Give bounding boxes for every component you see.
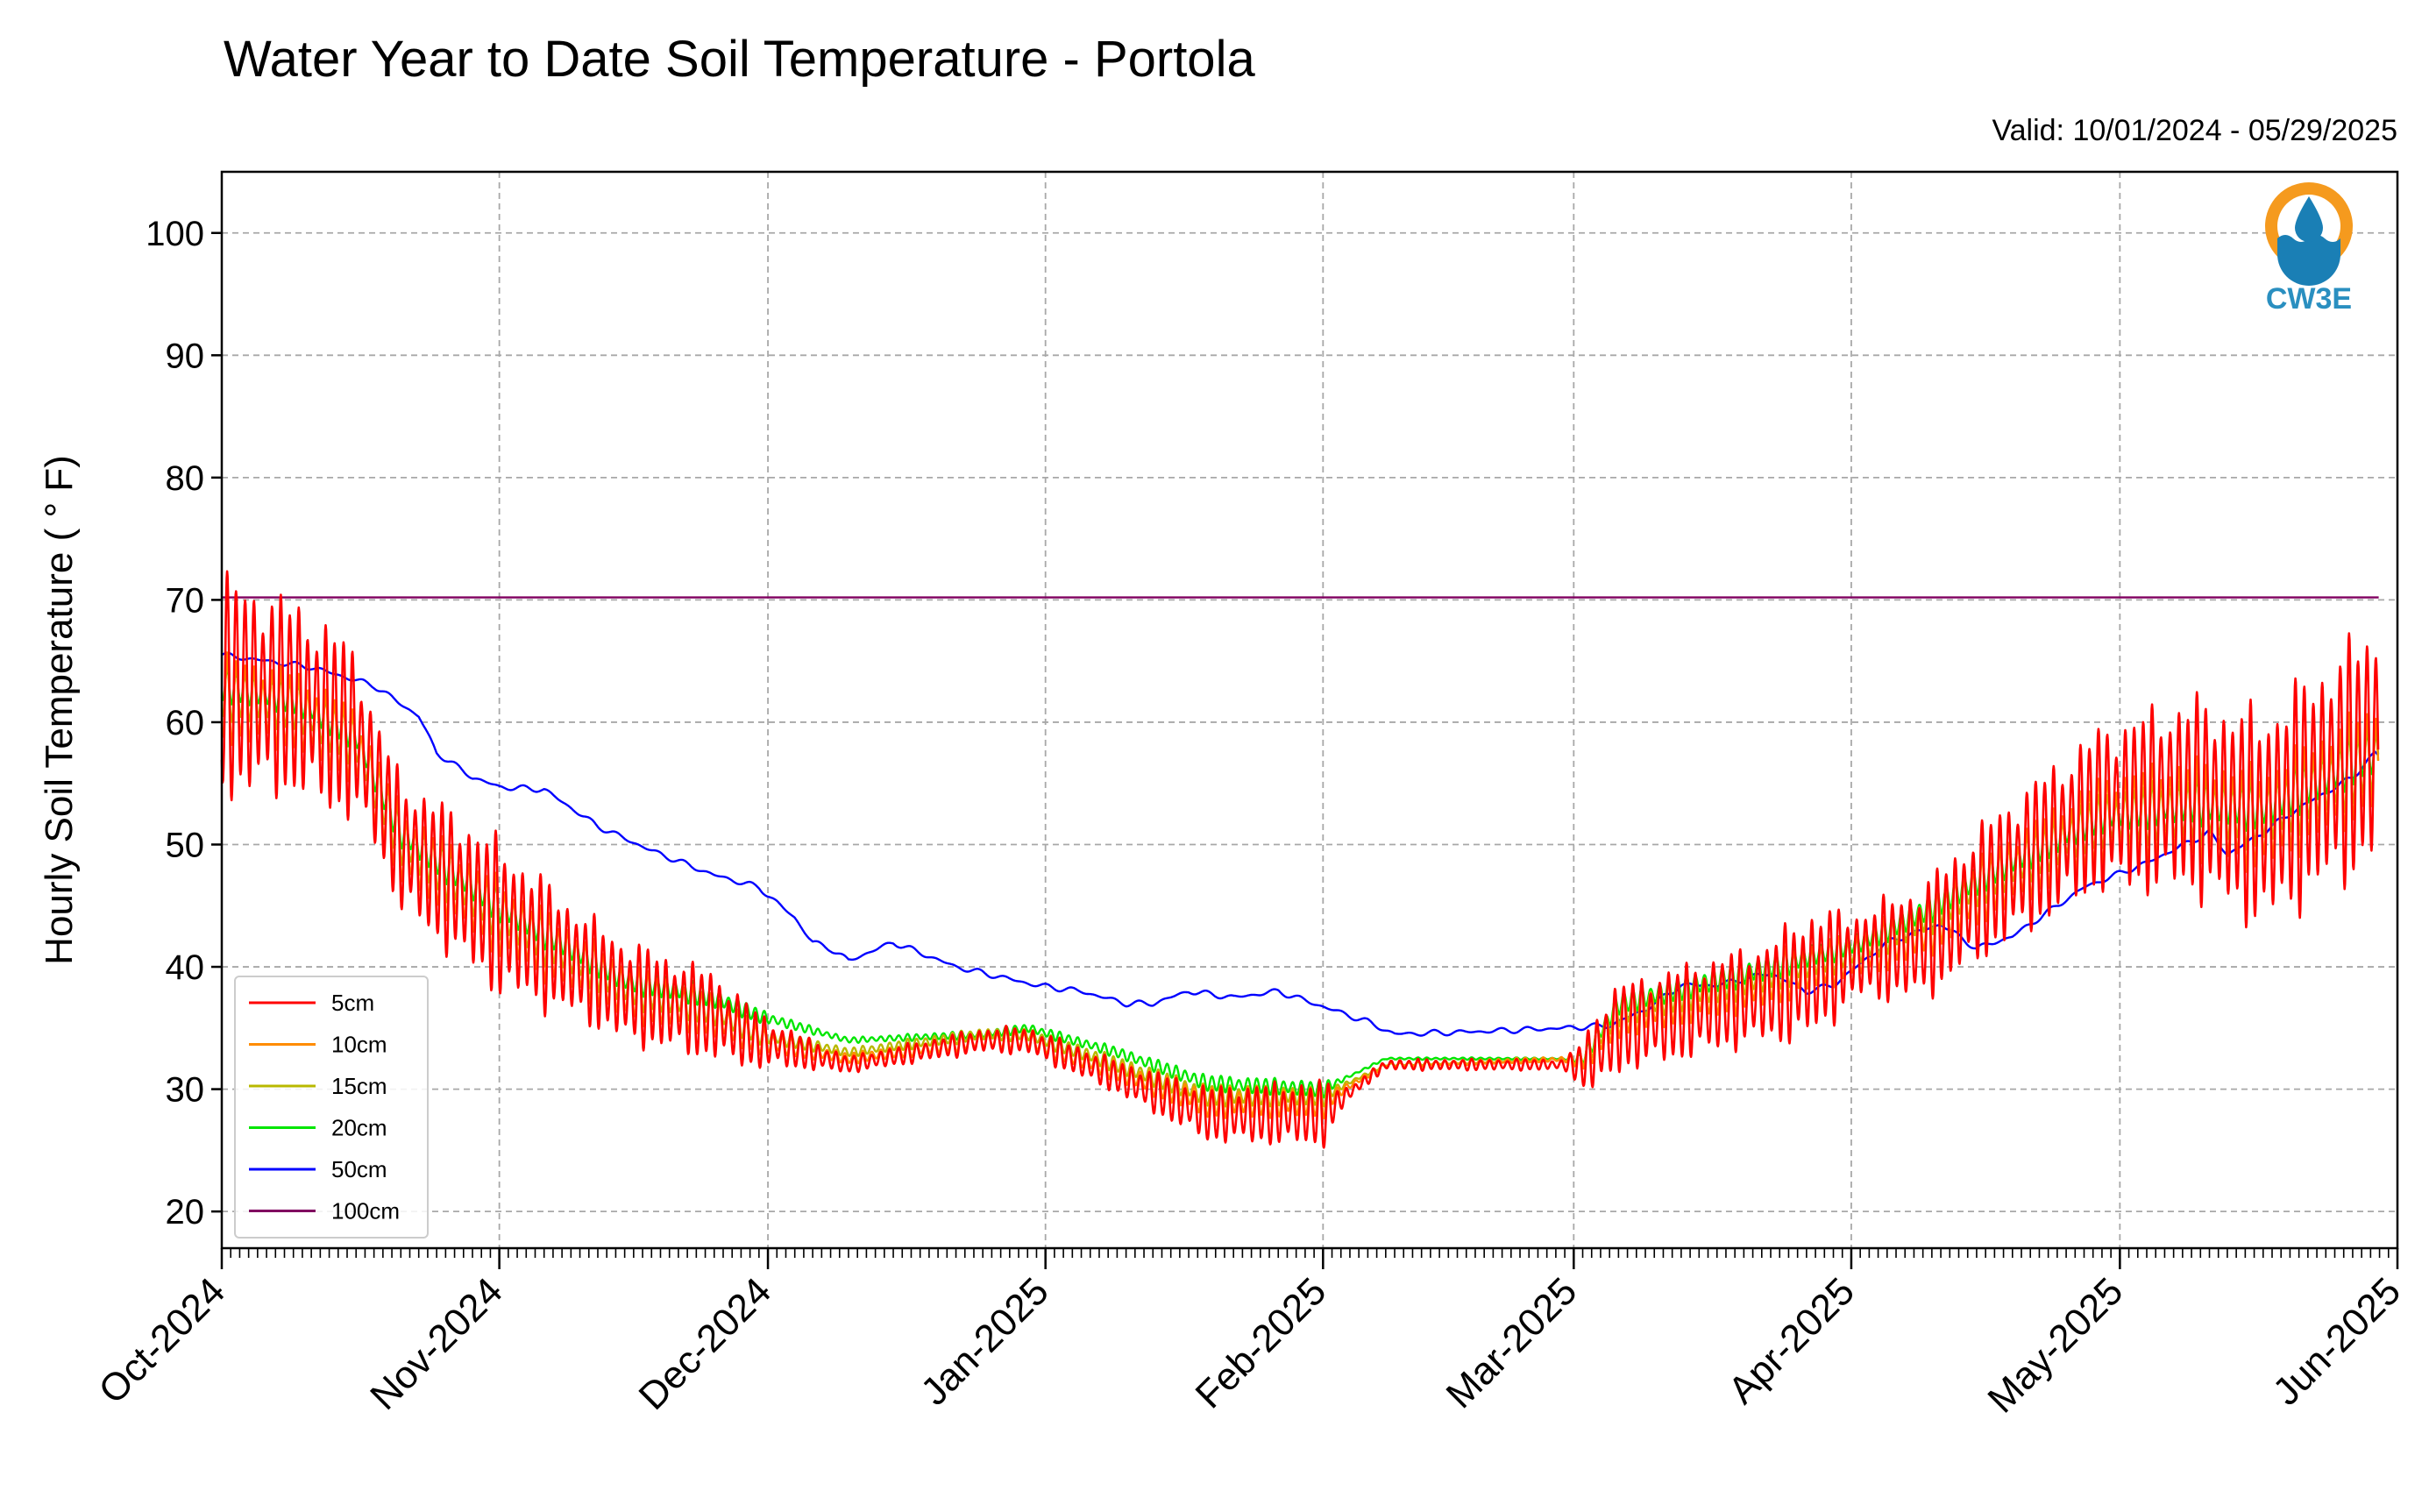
y-tick-label: 30 [166,1071,205,1110]
series-line-15cm [220,662,2380,1108]
series-line-20cm [220,668,2380,1099]
y-tick-label: 70 [166,581,205,620]
x-tick-label: Apr-2025 [1720,1269,1863,1412]
x-tick-label: Oct-2024 [90,1269,233,1412]
legend-label-20cm: 20cm [331,1115,387,1141]
legend-label-100cm: 100cm [331,1198,400,1225]
y-tick-label: 100 [146,215,204,253]
legend-box [234,976,429,1239]
legend-label-15cm: 15cm [331,1073,387,1099]
legend-label-5cm: 5cm [331,990,374,1016]
valid-range: Valid: 10/01/2024 - 05/29/2025 [1992,114,2397,147]
legend-label-10cm: 10cm [331,1032,387,1058]
series-line-50cm [221,651,2379,1037]
legend: 5cm 10cm 15cm 20cm 50cm 100cm [234,976,429,1239]
x-tick-label: Dec-2024 [631,1269,780,1418]
y-axis-label: Hourly Soil Temperature ( ° F) [38,455,81,965]
x-tick-label: Jan-2025 [913,1269,1056,1413]
y-tick-label: 20 [166,1193,205,1232]
chart-title: Water Year to Date Soil Temperature - Po… [224,31,1255,88]
cw3e-logo: CW3E [2265,182,2353,316]
x-tick-label: May-2025 [1979,1269,2131,1421]
y-tick-label: 90 [166,337,205,375]
series-lines [220,570,2380,1149]
logo-text: CW3E [2266,282,2352,316]
y-tick-label: 50 [166,827,205,865]
series-line-5cm [220,570,2380,1149]
logo-wave-icon [2277,235,2340,286]
x-tick-label: Mar-2025 [1438,1269,1586,1416]
y-tick-label: 40 [166,948,205,987]
y-tick-label: 60 [166,704,205,742]
legend-label-50cm: 50cm [331,1156,387,1182]
x-tick-label: Feb-2025 [1188,1269,1335,1416]
plot-frame [220,170,2399,1250]
logo-drop-icon [2295,196,2323,242]
x-tick-label: Jun-2025 [2265,1269,2409,1413]
y-tick-label: 80 [166,459,205,498]
x-tick-label: Nov-2024 [362,1269,511,1418]
